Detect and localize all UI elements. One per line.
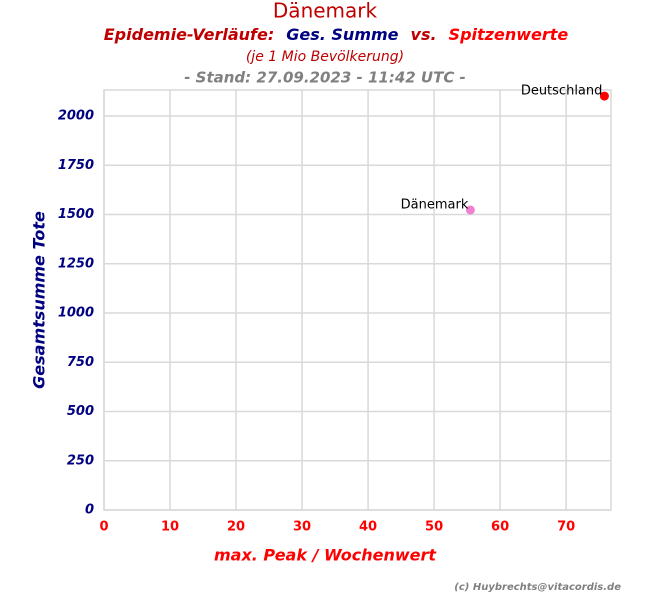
y-tick-label: 750	[67, 355, 94, 370]
y-tick-label: 500	[67, 404, 94, 419]
x-tick-label: 10	[161, 520, 179, 535]
y-axis-label: Gesamtsumme Tote	[30, 211, 49, 389]
y-tick-label: 250	[67, 453, 94, 468]
x-tick-label: 60	[491, 520, 509, 535]
point-label: Deutschland	[521, 84, 603, 99]
x-tick-label: 0	[99, 520, 108, 535]
credit: (c) Huybrechts@vitacordis.de	[454, 582, 621, 593]
y-tick-label: 1000	[58, 306, 94, 321]
point	[599, 91, 609, 101]
x-tick-label: 50	[425, 520, 443, 535]
x-tick-label: 40	[359, 520, 377, 535]
y-tick-label: 1750	[58, 158, 94, 173]
plot-area	[103, 89, 612, 511]
subtitle-part: vs.	[411, 25, 437, 44]
x-axis-label: max. Peak / Wochenwert	[214, 546, 437, 565]
y-tick-label: 2000	[58, 109, 94, 124]
y-tick-label: 1250	[58, 256, 94, 271]
subtitle: Epidemie-Verläufe: Ges. Summe vs. Spitzenwe…	[104, 25, 569, 44]
note: (je 1 Mio Bevölkerung)	[246, 49, 404, 65]
y-tick-label: 1500	[58, 207, 94, 222]
x-tick-label: 20	[227, 520, 245, 535]
x-tick-label: 70	[557, 520, 575, 535]
y-tick-label: 0	[85, 503, 94, 518]
subtitle-part: Ges. Summe	[286, 25, 398, 44]
point-label: Dänemark	[401, 197, 469, 212]
chart-title: Dänemark	[273, 0, 378, 23]
x-tick-label: 30	[293, 520, 311, 535]
point	[465, 205, 475, 215]
stand: - Stand: 27.09.2023 - 11:42 UTC -	[184, 69, 466, 87]
subtitle-part: Spitzenwerte	[449, 25, 569, 44]
subtitle-part: Epidemie-Verläufe:	[104, 25, 275, 44]
